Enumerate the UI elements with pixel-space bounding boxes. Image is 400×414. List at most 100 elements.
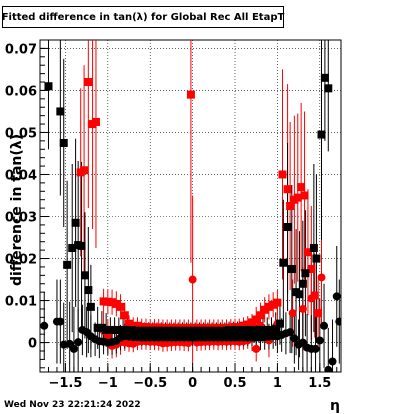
data-point-square [129, 321, 138, 330]
data-point-square [275, 319, 284, 328]
data-point-square [208, 326, 217, 335]
data-point-square [287, 265, 296, 274]
data-point-circle [317, 273, 326, 282]
data-point-square [256, 311, 265, 320]
data-point-square [324, 84, 333, 93]
data-point-square [216, 326, 225, 335]
data-point-square [229, 325, 238, 334]
data-point-square [233, 325, 242, 334]
markers [40, 73, 341, 372]
data-point-square [56, 107, 65, 116]
data-point-square [136, 326, 145, 335]
data-point-circle [74, 338, 83, 347]
data-point-square [293, 193, 302, 202]
data-point-square [220, 326, 229, 335]
data-point-circle [69, 344, 78, 353]
data-point-square [99, 297, 108, 306]
data-point-circle [290, 334, 299, 343]
data-point-square [195, 326, 204, 335]
data-point-square [303, 248, 312, 257]
data-point-square [153, 326, 162, 335]
y-tick-label: 0.05 [5, 126, 37, 141]
data-point-square [307, 265, 316, 274]
data-point-square [174, 326, 183, 335]
data-point-square [133, 321, 142, 330]
footer-date: Wed Nov 23 22:21:24 2022 [4, 400, 141, 410]
y-tick-label: 0 [28, 337, 37, 352]
data-point-circle [59, 340, 68, 349]
x-tick-label: 0.5 [223, 376, 246, 391]
data-point-square [103, 297, 112, 306]
x-tick-label: −1 [98, 376, 118, 391]
x-tick-label: 0 [188, 376, 197, 391]
data-point-circle [286, 328, 295, 337]
data-point-square [283, 185, 292, 194]
data-point-square [247, 318, 256, 327]
data-point-square [252, 315, 261, 324]
y-tick-label: 0.02 [5, 253, 37, 268]
data-point-square [237, 325, 246, 334]
data-point-square [246, 325, 255, 334]
x-tick-label: −0.5 [133, 376, 167, 391]
data-point-square [278, 170, 287, 179]
data-point-square [119, 325, 128, 334]
data-point-square [71, 218, 80, 227]
data-point-square [108, 298, 117, 307]
y-tick-label: 0.04 [5, 168, 37, 183]
data-point-square [123, 325, 132, 334]
data-point-circle [307, 294, 316, 303]
data-point-square [114, 325, 123, 334]
data-point-square [239, 321, 248, 330]
data-point-square [80, 166, 89, 175]
data-point-square [80, 271, 89, 280]
data-point-square [169, 326, 178, 335]
data-point-square [116, 302, 125, 311]
data-point-square [260, 305, 269, 314]
data-point-circle [252, 344, 261, 353]
y-tick-label: 0.06 [5, 84, 37, 99]
data-point-square [144, 326, 153, 335]
data-point-square [258, 325, 267, 334]
data-point-circle [328, 357, 337, 366]
x-tick-label: −1.5 [48, 376, 82, 391]
y-tick-label: 0.03 [5, 211, 37, 226]
data-point-square [178, 326, 187, 335]
data-point-square [186, 326, 195, 335]
data-point-square [68, 244, 77, 253]
data-point-square [203, 326, 212, 335]
data-point-square [84, 286, 93, 295]
data-point-square [148, 326, 157, 335]
data-point-square [250, 325, 259, 334]
data-point-square [310, 291, 319, 300]
data-point-square [131, 326, 140, 335]
x-tick-label: 1.5 [308, 376, 331, 391]
x-axis-title: η [330, 398, 340, 414]
chart-title: Fitted difference in tan(λ) for Global R… [2, 6, 284, 28]
data-point-square [283, 223, 292, 232]
data-point-square [242, 325, 251, 334]
data-point-square [269, 300, 278, 309]
data-point-square [125, 319, 134, 328]
data-point-square [300, 191, 309, 200]
data-point-square [120, 311, 129, 320]
data-point-square [182, 326, 191, 335]
data-point-square [110, 325, 119, 334]
x-tick-label: 1 [273, 376, 282, 391]
data-point-square [91, 117, 100, 126]
data-point-square [165, 326, 174, 335]
data-point-circle [332, 292, 341, 301]
data-point-square [267, 325, 276, 334]
data-point-square [301, 269, 310, 278]
data-point-square [279, 258, 288, 267]
y-axis-title: difference in tan(λ) [9, 134, 25, 286]
data-point-square [112, 299, 121, 308]
data-point-square [191, 326, 200, 335]
data-point-square [317, 130, 326, 139]
data-point-square [106, 325, 115, 334]
data-point-square [295, 290, 304, 299]
data-point-square [314, 309, 323, 318]
data-point-square [271, 325, 280, 334]
data-point-square [212, 326, 221, 335]
data-point-square [264, 302, 273, 311]
